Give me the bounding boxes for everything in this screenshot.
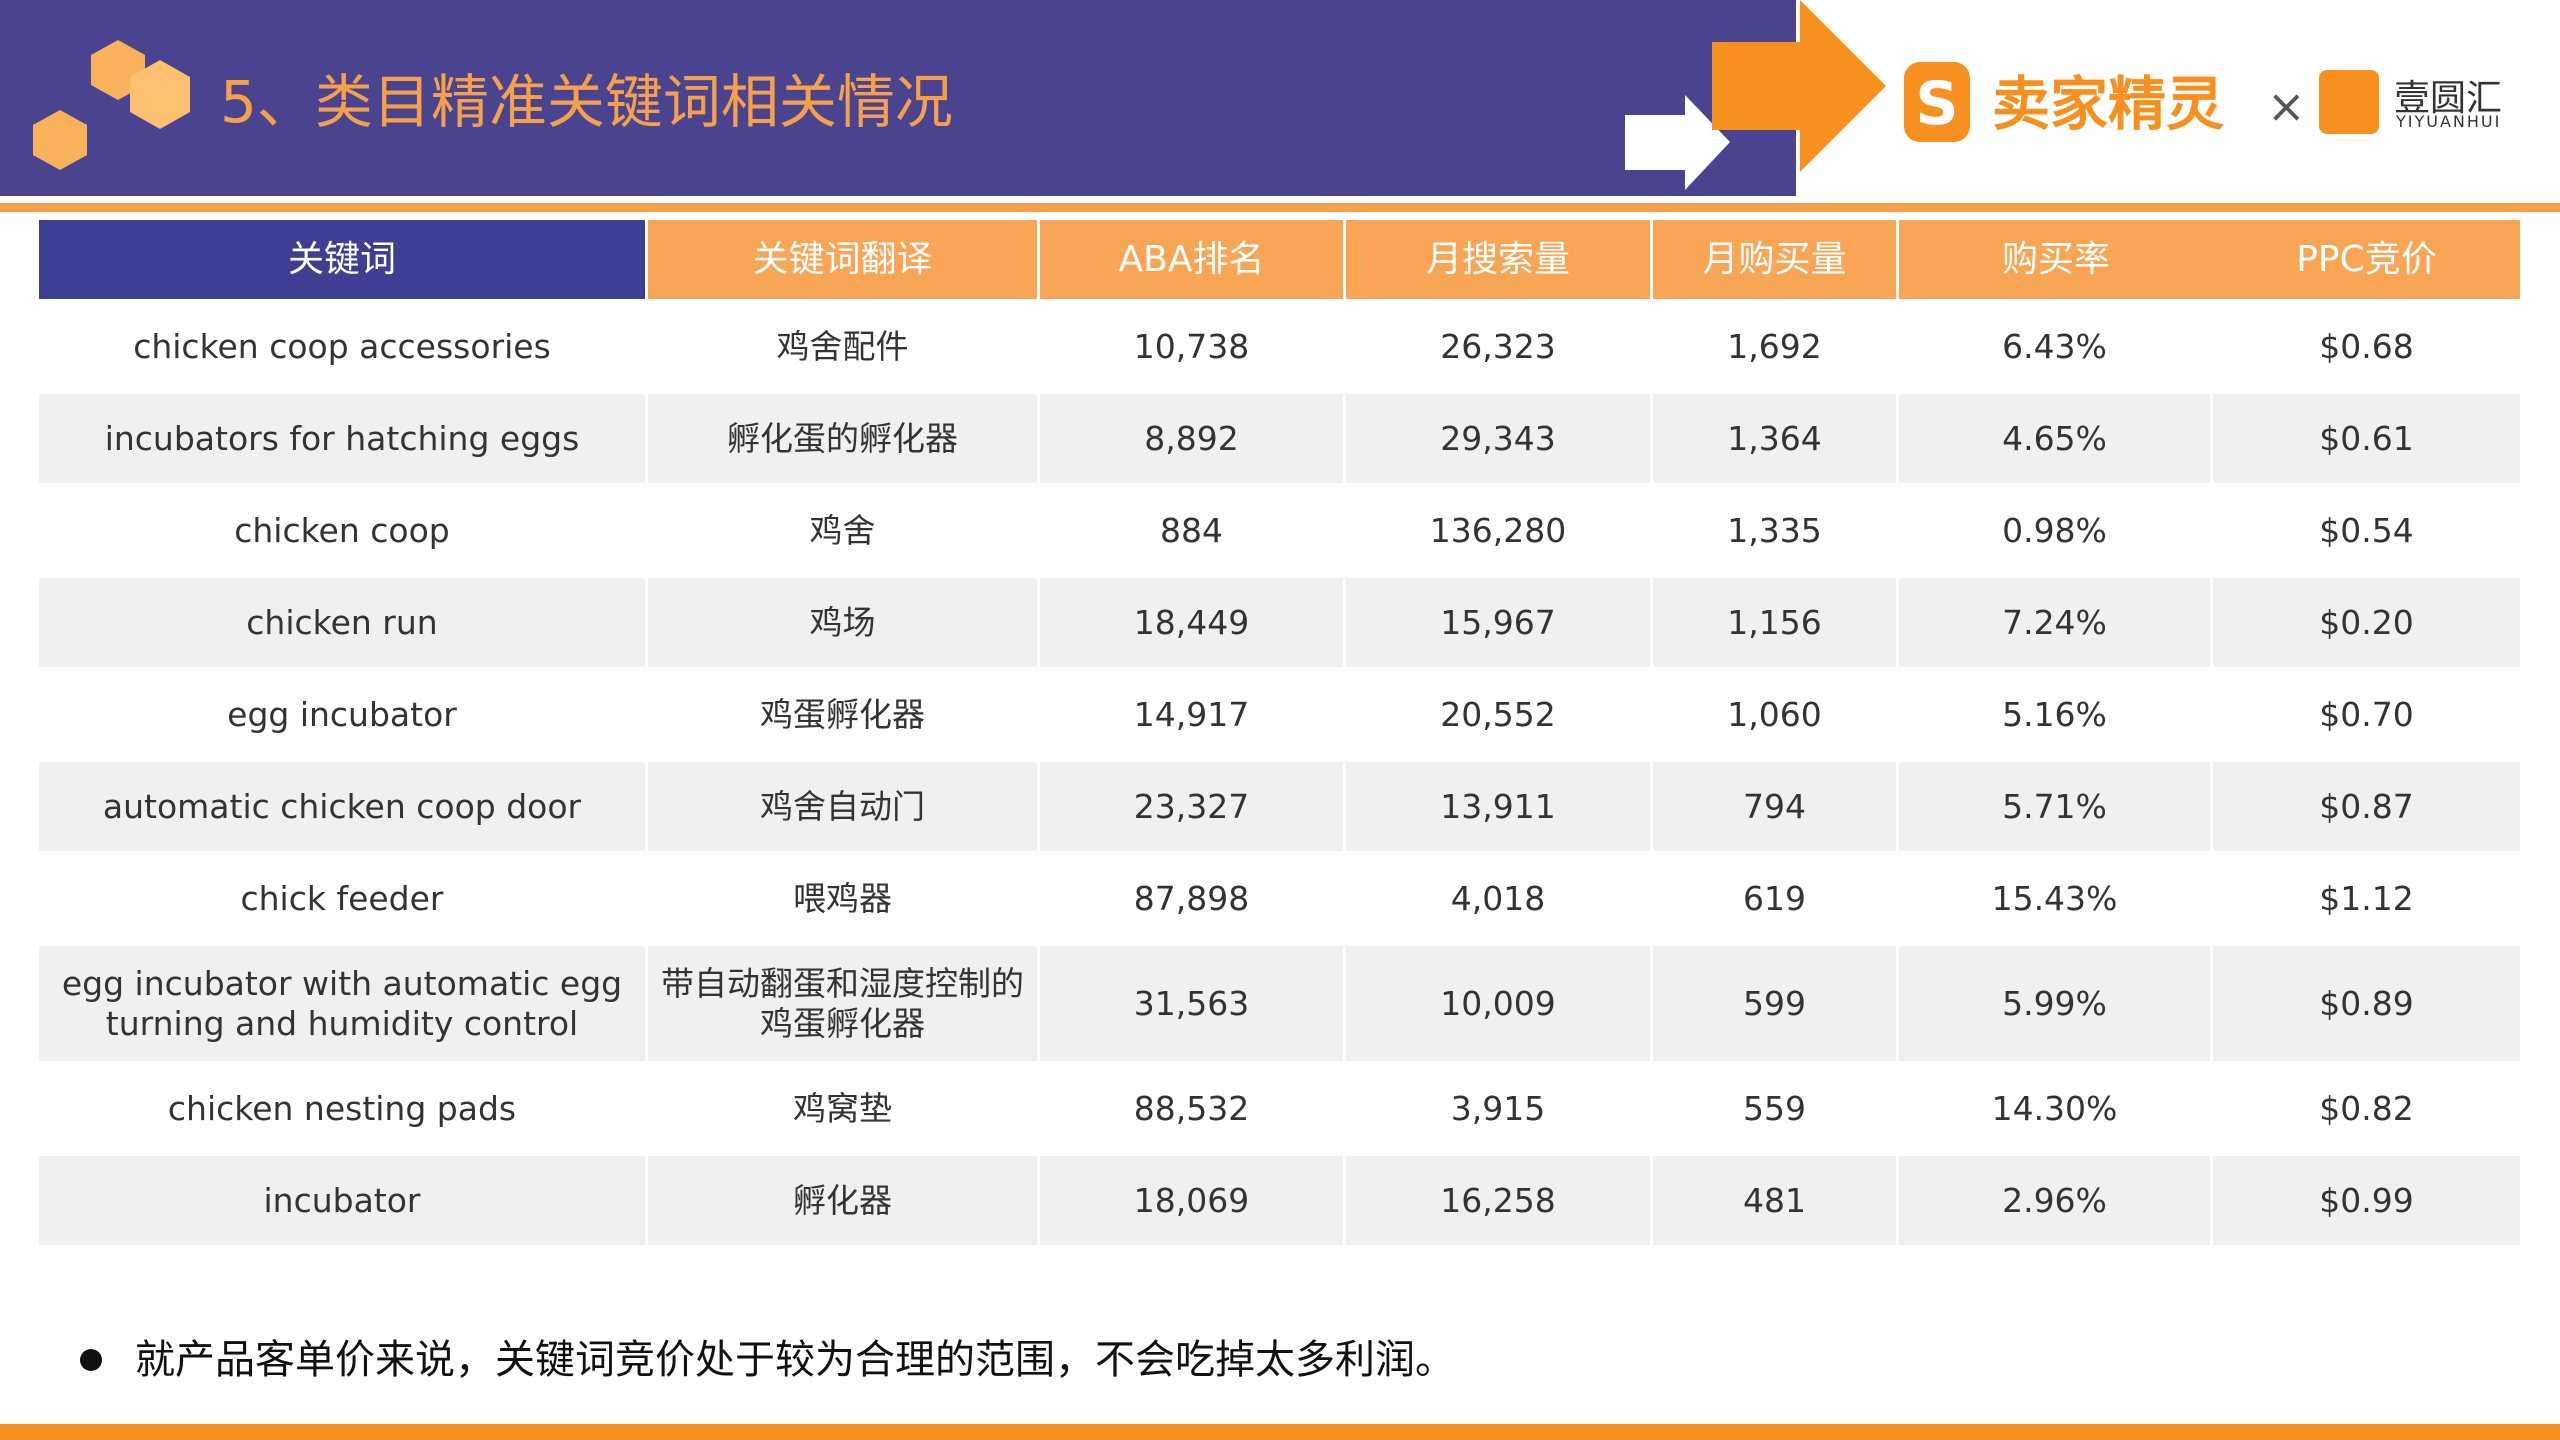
header-band xyxy=(0,0,1796,196)
table-cell: 16,258 xyxy=(1346,1156,1650,1245)
table-cell: chicken run xyxy=(39,578,645,667)
note: 就产品客单价来说，关键词竞价处于较为合理的范围，不会吃掉太多利润。 xyxy=(135,1337,1455,1383)
orange-arrow xyxy=(1712,0,1886,172)
bullet xyxy=(80,1349,102,1371)
table-cell: $0.87 xyxy=(2213,762,2520,851)
table-cell: 884 xyxy=(1040,486,1343,575)
brand-right-sub: YIYUANHUI xyxy=(2395,112,2501,131)
table-cell: 4.65% xyxy=(1899,394,2210,483)
table-cell: $0.82 xyxy=(2213,1064,2520,1153)
table-cell: 481 xyxy=(1653,1156,1896,1245)
table-cell: 孵化器 xyxy=(648,1156,1037,1245)
table-cell: 136,280 xyxy=(1346,486,1650,575)
table-cell: $0.89 xyxy=(2213,946,2520,1061)
table-cell: chicken nesting pads xyxy=(39,1064,645,1153)
table-cell: 619 xyxy=(1653,854,1896,943)
table-cell: 20,552 xyxy=(1346,670,1650,759)
table-cell: automatic chicken coop door xyxy=(39,762,645,851)
brand-right-icon xyxy=(2319,70,2379,134)
table-cell: 1,156 xyxy=(1653,578,1896,667)
table-cell: chicken coop xyxy=(39,486,645,575)
table-cell: 孵化蛋的孵化器 xyxy=(648,394,1037,483)
header-cell: 月购买量 xyxy=(1653,220,1896,299)
table-cell: 88,532 xyxy=(1040,1064,1343,1153)
table-cell: egg incubator xyxy=(39,670,645,759)
brand-icon-glyph: S xyxy=(1915,69,1958,139)
table-cell: 31,563 xyxy=(1040,946,1343,1061)
header-rule xyxy=(0,203,2560,212)
table-cell: 2.96% xyxy=(1899,1156,2210,1245)
table-cell: 14.30% xyxy=(1899,1064,2210,1153)
table-cell: $0.61 xyxy=(2213,394,2520,483)
table-cell: 87,898 xyxy=(1040,854,1343,943)
table-cell: 鸡窝垫 xyxy=(648,1064,1037,1153)
header-cell: 购买率 xyxy=(1899,220,2213,299)
table-cell: 喂鸡器 xyxy=(648,854,1037,943)
table-cell: $0.70 xyxy=(2213,670,2520,759)
header-cell: 月搜索量 xyxy=(1346,220,1650,299)
table-cell: 26,323 xyxy=(1346,302,1650,391)
header-cell: 关键词 xyxy=(39,220,645,299)
table-cell: 鸡舍配件 xyxy=(648,302,1037,391)
table-cell: 5.71% xyxy=(1899,762,2210,851)
title: 5、类目精准关键词相关情况 xyxy=(220,68,953,136)
table-cell: 599 xyxy=(1653,946,1896,1061)
table-cell: 鸡场 xyxy=(648,578,1037,667)
table-cell: 鸡舍自动门 xyxy=(648,762,1037,851)
table-cell: chicken coop accessories xyxy=(39,302,645,391)
table-cell: 1,335 xyxy=(1653,486,1896,575)
table-cell: 1,692 xyxy=(1653,302,1896,391)
table-cell: 鸡舍 xyxy=(648,486,1037,575)
table-cell: 5.99% xyxy=(1899,946,2210,1061)
table-cell: 23,327 xyxy=(1040,762,1343,851)
table-cell: chick feeder xyxy=(39,854,645,943)
table-cell: 794 xyxy=(1653,762,1896,851)
table-cell: 7.24% xyxy=(1899,578,2210,667)
table-cell: 5.16% xyxy=(1899,670,2210,759)
table-cell: $0.54 xyxy=(2213,486,2520,575)
brand-left: 卖家精灵 xyxy=(1992,70,2224,138)
table-cell: egg incubator with automatic egg turning… xyxy=(39,946,645,1061)
table-cell: 1,364 xyxy=(1653,394,1896,483)
table-cell: 29,343 xyxy=(1346,394,1650,483)
header-cell: ABA排名 xyxy=(1040,220,1343,299)
table-cell: $0.20 xyxy=(2213,578,2520,667)
table-cell: 15,967 xyxy=(1346,578,1650,667)
table-cell: 4,018 xyxy=(1346,854,1650,943)
table-cell: 8,892 xyxy=(1040,394,1343,483)
table-cell: 3,915 xyxy=(1346,1064,1650,1153)
table-cell: 13,911 xyxy=(1346,762,1650,851)
header-cell: PPC竞价 xyxy=(2213,220,2520,299)
brand-right: 壹圆汇 xyxy=(2394,78,2502,119)
table-cell: $1.12 xyxy=(2213,854,2520,943)
table-cell: $0.68 xyxy=(2213,302,2520,391)
white-arrow xyxy=(1625,95,1730,190)
table-cell: 15.43% xyxy=(1899,854,2210,943)
table-cell: incubators for hatching eggs xyxy=(39,394,645,483)
table-cell: 14,917 xyxy=(1040,670,1343,759)
footer-rule xyxy=(0,1424,2560,1440)
table-cell: 10,009 xyxy=(1346,946,1650,1061)
table-cell: $0.99 xyxy=(2213,1156,2520,1245)
brand-separator: × xyxy=(2267,79,2306,133)
table-cell: 1,060 xyxy=(1653,670,1896,759)
hexagons xyxy=(33,40,190,170)
table-cell: 18,069 xyxy=(1040,1156,1343,1245)
table-cell: 10,738 xyxy=(1040,302,1343,391)
table-cell: 0.98% xyxy=(1899,486,2210,575)
table-cell: incubator xyxy=(39,1156,645,1245)
table-cell: 鸡蛋孵化器 xyxy=(648,670,1037,759)
table-cell: 559 xyxy=(1653,1064,1896,1153)
table-cell: 6.43% xyxy=(1899,302,2210,391)
table-cell: 带自动翻蛋和湿度控制的鸡蛋孵化器 xyxy=(648,946,1037,1061)
brand-icon xyxy=(1904,62,1970,142)
table-cell: 18,449 xyxy=(1040,578,1343,667)
header-cell: 关键词翻译 xyxy=(648,220,1037,299)
